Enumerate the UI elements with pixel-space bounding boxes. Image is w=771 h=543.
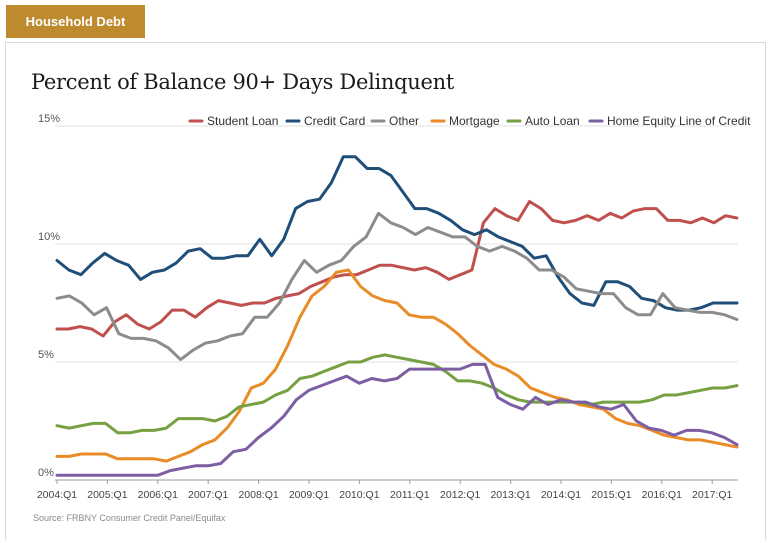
legend-item: Auto Loan	[506, 114, 580, 128]
x-tick-label: 2017:Q1	[692, 489, 732, 501]
chart-panel	[5, 42, 766, 540]
legend-label: Other	[389, 114, 419, 128]
y-axis-tick-labels: 0% 5% 10% 15%	[38, 113, 60, 479]
x-tick-label: 2015:Q1	[591, 489, 631, 501]
series-line-mortgage	[55, 268, 739, 463]
legend-label: Credit Card	[304, 114, 365, 128]
household-debt-tab[interactable]: Household Debt	[6, 5, 145, 38]
legend-item: Credit Card	[285, 114, 365, 128]
y-tick-label: 5%	[38, 349, 54, 361]
x-tick-label: 2008:Q1	[238, 489, 278, 501]
series-line-student-loan	[55, 200, 739, 338]
y-tick-label: 10%	[38, 231, 60, 243]
legend-item: Mortgage	[430, 114, 500, 128]
legend: Student Loan Credit Card Other Mortgage Auto…	[188, 114, 751, 128]
legend-label: Home Equity Line of Credit	[607, 114, 751, 128]
series-line-home-equity-line-of-credit	[55, 362, 739, 477]
legend-item: Other	[370, 114, 419, 128]
legend-label: Student Loan	[207, 114, 278, 128]
x-tick-label: 2009:Q1	[289, 489, 329, 501]
x-tick-label: 2004:Q1	[37, 489, 77, 501]
gridlines	[55, 125, 738, 481]
x-axis-tick-labels: 2004:Q1 2005:Q1 2006:Q1 2007:Q1 2008:Q1 2009:…	[37, 480, 732, 501]
y-tick-label: 15%	[38, 113, 60, 125]
chart-title: Percent of Balance 90+ Days Delinquent	[31, 70, 454, 94]
legend-item: Home Equity Line of Credit	[588, 114, 751, 128]
x-tick-label: 2011:Q1	[390, 489, 430, 501]
series-line-other	[55, 211, 739, 362]
source-note: Source: FRBNY Consumer Credit Panel/Equi…	[33, 513, 226, 523]
x-tick-label: 2012:Q1	[440, 489, 480, 501]
legend-item: Student Loan	[188, 114, 278, 128]
x-tick-label: 2005:Q1	[87, 489, 127, 501]
y-tick-label: 0%	[38, 467, 54, 479]
x-tick-label: 2010:Q1	[339, 489, 379, 501]
series-lines	[55, 155, 739, 477]
x-tick-label: 2006:Q1	[138, 489, 178, 501]
series-line-auto-loan	[55, 353, 739, 435]
series-line-credit-card	[55, 155, 739, 312]
x-tick-label: 2013:Q1	[490, 489, 530, 501]
x-tick-label: 2007:Q1	[188, 489, 228, 501]
x-tick-label: 2016:Q1	[642, 489, 682, 501]
legend-label: Auto Loan	[525, 114, 580, 128]
legend-label: Mortgage	[449, 114, 500, 128]
x-tick-label: 2014:Q1	[541, 489, 581, 501]
